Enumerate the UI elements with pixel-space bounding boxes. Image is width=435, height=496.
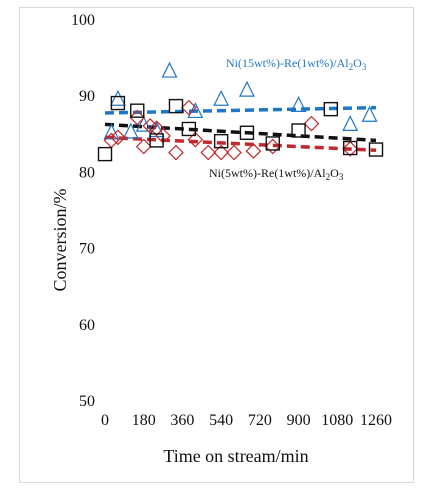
diamond-marker xyxy=(213,144,229,161)
triangle-marker xyxy=(135,115,152,132)
plot-area xyxy=(97,61,384,162)
x-tick-label: 1080 xyxy=(321,412,353,429)
diamond-marker xyxy=(200,144,217,161)
x-tick-label: 360 xyxy=(170,412,194,429)
square-marker xyxy=(265,136,280,151)
series-label-ni15: Ni(15wt%)-Re(1wt%)/Al2O3 xyxy=(226,56,367,72)
square-marker xyxy=(323,101,339,117)
y-tick-label: 100 xyxy=(71,12,95,29)
diamond-marker xyxy=(342,140,359,157)
triangle-marker xyxy=(361,105,378,122)
triangle-marker xyxy=(122,122,139,139)
square-marker xyxy=(168,98,184,114)
chart-frame xyxy=(19,7,414,483)
diamond-marker xyxy=(135,138,152,155)
series-label-ni5: Ni(5wt%)-Re(1wt%)/Al2O3 xyxy=(209,166,344,182)
triangle-marker xyxy=(109,89,126,106)
square-marker xyxy=(239,125,255,140)
triangle-marker xyxy=(238,80,255,97)
square-marker xyxy=(368,142,384,157)
square-marker xyxy=(181,121,197,137)
diamond-marker xyxy=(129,109,146,126)
triangle-marker xyxy=(161,61,178,78)
diamond-marker xyxy=(110,129,126,146)
x-tick-label: 0 xyxy=(101,412,109,429)
diamond-marker xyxy=(181,99,197,116)
y-axis-title: Conversion/% xyxy=(50,189,70,292)
trend-line xyxy=(104,105,377,115)
y-tick-label: 50 xyxy=(79,393,95,410)
triangle-marker xyxy=(290,96,307,112)
square-marker xyxy=(130,103,145,118)
y-tick-label: 90 xyxy=(79,88,95,105)
square-marker xyxy=(97,146,113,162)
triangle-marker xyxy=(342,115,359,131)
y-tick-label: 80 xyxy=(79,164,95,181)
triangle-marker xyxy=(213,89,230,106)
axes: 50 60 70 80 90 100 0 180 360 540 720 900 1080 1260 xyxy=(71,12,392,429)
x-tick-label: 180 xyxy=(132,412,156,429)
square-marker xyxy=(342,140,358,156)
diamond-marker xyxy=(187,131,204,148)
x-tick-label: 1260 xyxy=(360,412,392,429)
x-tick-label: 900 xyxy=(287,412,311,429)
triangle-marker xyxy=(187,102,204,119)
y-tick-label: 60 xyxy=(79,317,95,334)
diamond-marker xyxy=(168,144,184,161)
x-tick-label: 720 xyxy=(248,412,272,429)
square-marker xyxy=(213,133,229,149)
y-tick-label: 70 xyxy=(79,241,95,258)
diamond-marker xyxy=(264,138,281,155)
triangle-marker xyxy=(103,123,120,140)
x-tick-label: 540 xyxy=(209,412,233,429)
square-marker xyxy=(149,133,164,148)
square-marker xyxy=(110,95,126,111)
diamond-marker xyxy=(245,143,262,159)
diamond-marker xyxy=(303,115,320,132)
diamond-marker xyxy=(226,144,242,161)
x-axis-title: Time on stream/min xyxy=(163,446,308,466)
square-marker xyxy=(291,123,306,138)
